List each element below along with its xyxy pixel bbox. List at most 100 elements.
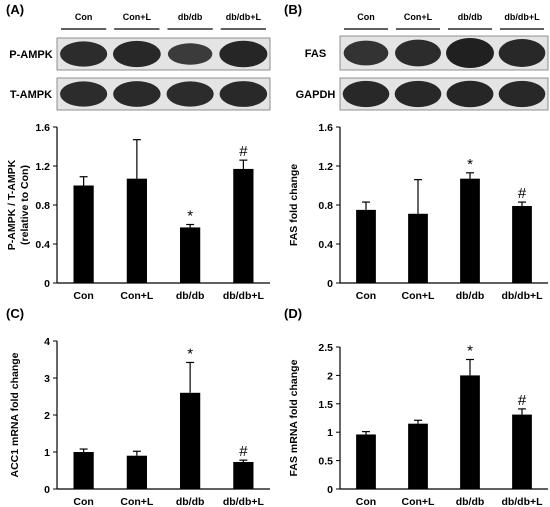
bar <box>126 455 147 489</box>
blot-band <box>166 81 214 107</box>
panel-label: (D) <box>284 306 302 321</box>
panel-b: (B) Con Con+L db/db db/db+L FAS GAPDH 0 0.4 0.8 1… <box>284 2 549 302</box>
panel-d: (D) 0 0.5 1 1.5 2 2.5 FAS mRNA fold change Con C… <box>284 306 548 507</box>
y-tick-label: 1 <box>327 427 333 439</box>
blot-band <box>498 80 546 108</box>
y-tick-label: 0.4 <box>35 239 50 251</box>
y-axis-title-line: P-AMPK / T-AMPK <box>6 159 18 250</box>
x-tick-label: Con+L <box>402 290 436 302</box>
blot-band <box>219 81 268 107</box>
y-tick-label: 0.8 <box>318 200 333 212</box>
bar <box>356 434 376 489</box>
bar <box>512 414 532 489</box>
bar <box>408 423 428 489</box>
blot-row-label: FAS <box>305 48 326 60</box>
blot-band <box>498 39 546 67</box>
y-axis-title-line: FAS mRNA fold change <box>288 359 300 476</box>
bar <box>233 461 254 489</box>
blot-band <box>343 40 389 66</box>
y-tick-label: 2 <box>327 370 333 382</box>
x-tick-label: Con <box>356 496 376 507</box>
panel-label: (C) <box>6 306 24 321</box>
y-tick-label: 0 <box>44 484 50 496</box>
blot-band <box>60 41 108 67</box>
y-axis-title-line: ACC1 mRNA fold change <box>9 352 21 477</box>
lane-label: Con+L <box>123 12 152 22</box>
x-tick-label: Con+L <box>120 496 154 507</box>
y-axis-title: ACC1 mRNA fold change <box>9 352 21 477</box>
panel-label: (A) <box>6 2 24 17</box>
x-tick-label: db/db+L <box>223 290 265 302</box>
y-tick-label: 1.6 <box>318 122 333 134</box>
panel-c: (C) 0 1 2 3 4 ACC1 mRNA fold change Con Con+L * d… <box>6 306 270 507</box>
bar <box>512 205 532 283</box>
bar <box>73 185 94 283</box>
significance-mark: * <box>187 345 193 362</box>
bar <box>73 452 94 489</box>
bar <box>408 213 428 283</box>
bar <box>180 392 201 489</box>
lane-label: db/db <box>178 12 203 22</box>
significance-mark: * <box>467 156 473 173</box>
panel-a: (A) Con Con+L db/db db/db+L P-AMPK T-AMPK 0 0.4… <box>6 2 271 302</box>
x-tick-label: Con <box>356 290 376 302</box>
blot-band <box>167 43 213 65</box>
lane-label: Con+L <box>404 12 433 22</box>
blot-band <box>113 40 161 68</box>
y-tick-label: 2 <box>44 410 50 422</box>
bar <box>460 178 480 283</box>
bar <box>126 178 147 283</box>
x-tick-label: db/db <box>456 290 485 302</box>
blot-band <box>394 80 442 108</box>
y-axis-title-line: FAS fold change <box>288 164 300 246</box>
lane-label: db/db <box>458 12 483 22</box>
y-tick-label: 0 <box>327 278 333 290</box>
lane-label: db/db+L <box>226 12 262 22</box>
blot-band <box>342 80 390 108</box>
blot-band <box>113 81 161 107</box>
x-tick-label: Con+L <box>402 496 436 507</box>
x-tick-label: Con <box>73 496 93 507</box>
x-tick-label: db/db+L <box>501 496 543 507</box>
lane-label: Con <box>357 12 375 22</box>
significance-mark: * <box>187 208 193 225</box>
y-tick-label: 0.4 <box>318 239 333 251</box>
significance-mark: # <box>518 392 527 409</box>
blot-row-label: GAPDH <box>296 89 336 101</box>
y-tick-label: 0.5 <box>318 456 333 468</box>
x-tick-label: db/db+L <box>223 496 265 507</box>
y-axis-title: FAS mRNA fold change <box>288 359 300 476</box>
y-tick-label: 0 <box>327 484 333 496</box>
y-axis-title: P-AMPK / T-AMPK(relative to Con) <box>6 159 31 250</box>
y-tick-label: 1.2 <box>35 161 50 173</box>
x-tick-label: db/db+L <box>501 290 543 302</box>
x-tick-label: Con <box>73 290 93 302</box>
bar <box>233 168 254 283</box>
blot-band <box>446 38 494 68</box>
blot-band <box>60 81 108 107</box>
significance-mark: # <box>518 185 527 202</box>
x-tick-label: db/db <box>176 496 205 507</box>
blot-row-label: T-AMPK <box>10 89 52 101</box>
blot-band <box>395 39 441 67</box>
y-axis-title-line: (relative to Con) <box>19 165 31 245</box>
blot-band <box>219 40 268 68</box>
panel-label: (B) <box>284 2 302 17</box>
lane-label: db/db+L <box>504 12 540 22</box>
y-tick-label: 0.8 <box>35 200 50 212</box>
y-tick-label: 1 <box>44 447 50 459</box>
bar <box>460 375 480 489</box>
significance-mark: # <box>239 443 248 460</box>
y-axis-title: FAS fold change <box>288 164 300 246</box>
y-tick-label: 1.2 <box>318 161 333 173</box>
y-tick-label: 2.5 <box>318 342 333 354</box>
significance-mark: * <box>467 342 473 359</box>
bar <box>356 209 376 283</box>
lane-label: Con <box>75 12 93 22</box>
blot-row-label: P-AMPK <box>9 49 52 61</box>
bar <box>180 227 201 283</box>
blot-band <box>446 80 494 108</box>
y-tick-label: 1.6 <box>35 122 50 134</box>
significance-mark: # <box>239 143 248 160</box>
